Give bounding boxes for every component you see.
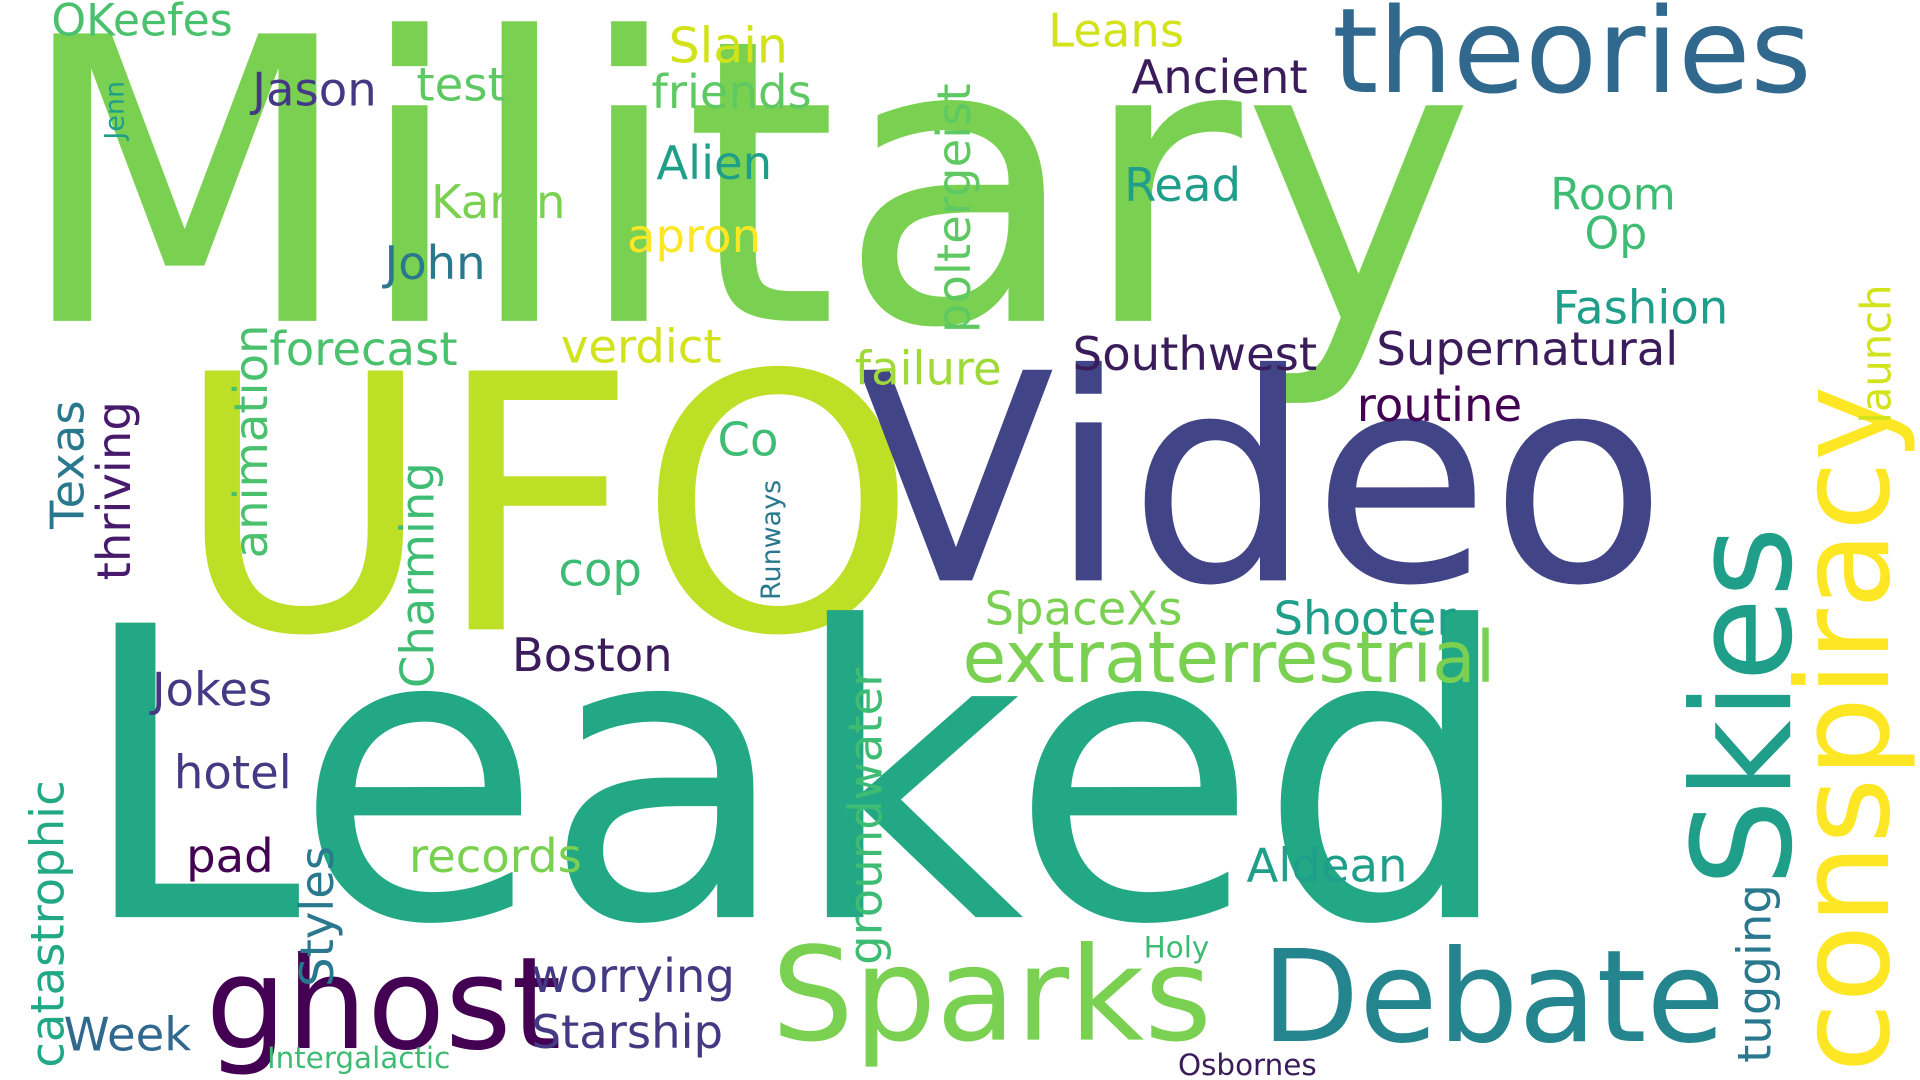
word-verdict: verdict <box>560 319 722 374</box>
word-cop: cop <box>558 542 642 597</box>
word-friends: friends <box>651 64 812 119</box>
word-animation: animation <box>224 324 278 559</box>
word-apron: apron <box>626 209 762 264</box>
word-extraterrestrial: extraterrestrial <box>962 615 1496 700</box>
word-pad: pad <box>186 828 274 883</box>
word-leans: Leans <box>1048 3 1185 58</box>
word-room: Room <box>1550 170 1676 221</box>
word-slain: Slain <box>668 18 788 75</box>
word-military: Military <box>14 0 1476 414</box>
word-tugging: tugging <box>1727 884 1782 1063</box>
word-poltergeist: poltergeist <box>926 83 981 334</box>
word-worrying: worrying <box>531 948 735 1003</box>
word-op: Op <box>1584 209 1648 260</box>
word-conspiracy: conspiracy <box>1769 385 1919 1073</box>
word-karen: Karen <box>431 175 566 229</box>
word-jokes: Jokes <box>151 662 273 717</box>
word-texas: Texas <box>40 400 95 529</box>
word-styles: Styles <box>290 845 345 987</box>
word-catastrophic: catastrophic <box>20 780 75 1068</box>
word-runways: Runways <box>756 479 788 601</box>
word-failure: failure <box>854 341 1002 396</box>
word-shooter: Shooter <box>1273 591 1456 646</box>
word-debate: Debate <box>1261 922 1725 1072</box>
word-sparks: Sparks <box>771 919 1212 1071</box>
word-supernatural: Supernatural <box>1376 322 1679 376</box>
word-launch: launch <box>1852 284 1902 424</box>
word-ghost: ghost <box>205 929 562 1079</box>
word-ufo: UFO <box>173 301 918 714</box>
word-forecast: forecast <box>269 322 458 376</box>
word-ancient: Ancient <box>1131 50 1308 105</box>
word-alien: Alien <box>656 135 773 190</box>
word-thriving: thriving <box>86 401 141 581</box>
word-hotel: hotel <box>173 745 292 800</box>
word-groundwater: groundwater <box>838 667 893 965</box>
word-okeefes: OKeefes <box>51 0 233 47</box>
word-records: records <box>408 828 582 883</box>
word-john: John <box>384 236 486 291</box>
word-starship: Starship <box>531 1005 724 1060</box>
word-spacexs: SpaceXs <box>984 581 1183 636</box>
word-aldean: Aldean <box>1246 838 1408 893</box>
word-co: Co <box>717 412 779 467</box>
word-leaked: Leaked <box>75 542 1515 1013</box>
word-jason: Jason <box>252 62 377 117</box>
word-charming: Charming <box>390 462 445 689</box>
word-intergalactic: Intergalactic <box>266 1040 451 1076</box>
word-fashion: Fashion <box>1552 280 1729 335</box>
word-test: test <box>416 57 506 112</box>
word-holy: Holy <box>1143 930 1210 965</box>
word-week: Week <box>63 1007 192 1062</box>
word-boston: Boston <box>511 628 673 683</box>
word-theories: theories <box>1332 0 1812 121</box>
word-osbornes: Osbornes <box>1177 1048 1317 1080</box>
word-jenn: Jenn <box>100 80 132 140</box>
word-routine: routine <box>1356 378 1523 433</box>
word-video: Video <box>857 312 1667 649</box>
word-read: Read <box>1124 157 1242 212</box>
word-southwest: Southwest <box>1072 326 1318 381</box>
